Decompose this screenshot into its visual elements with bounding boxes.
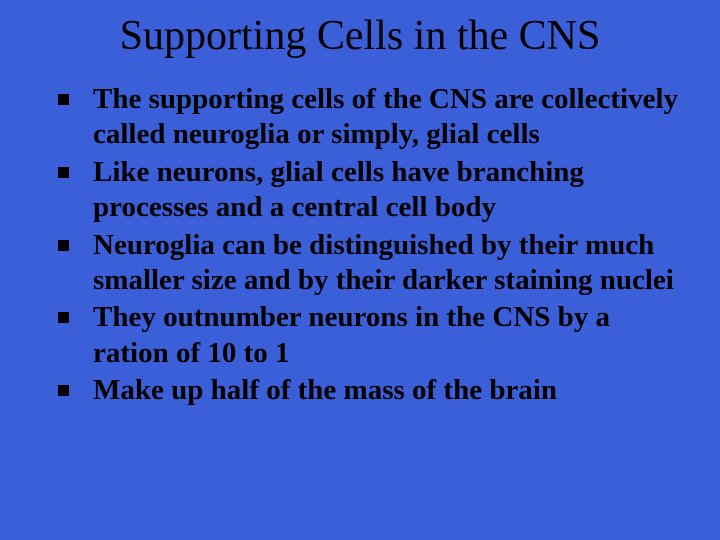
list-item: Like neurons, glial cells have branching… — [58, 155, 690, 226]
bullet-text: They outnumber neurons in the CNS by a r… — [93, 300, 690, 371]
bullet-icon — [58, 94, 69, 105]
bullet-text: Like neurons, glial cells have branching… — [93, 155, 690, 226]
bullet-icon — [58, 312, 69, 323]
bullet-text: The supporting cells of the CNS are coll… — [93, 82, 690, 153]
slide-title: Supporting Cells in the CNS — [30, 12, 690, 60]
bullet-text: Neuroglia can be distinguished by their … — [93, 228, 690, 299]
slide-container: Supporting Cells in the CNS The supporti… — [0, 0, 720, 540]
bullet-text: Make up half of the mass of the brain — [93, 373, 690, 408]
bullet-icon — [58, 240, 69, 251]
list-item: They outnumber neurons in the CNS by a r… — [58, 300, 690, 371]
bullet-icon — [58, 167, 69, 178]
bullet-icon — [58, 385, 69, 396]
list-item: Make up half of the mass of the brain — [58, 373, 690, 408]
list-item: Neuroglia can be distinguished by their … — [58, 228, 690, 299]
bullet-list: The supporting cells of the CNS are coll… — [30, 82, 690, 408]
list-item: The supporting cells of the CNS are coll… — [58, 82, 690, 153]
